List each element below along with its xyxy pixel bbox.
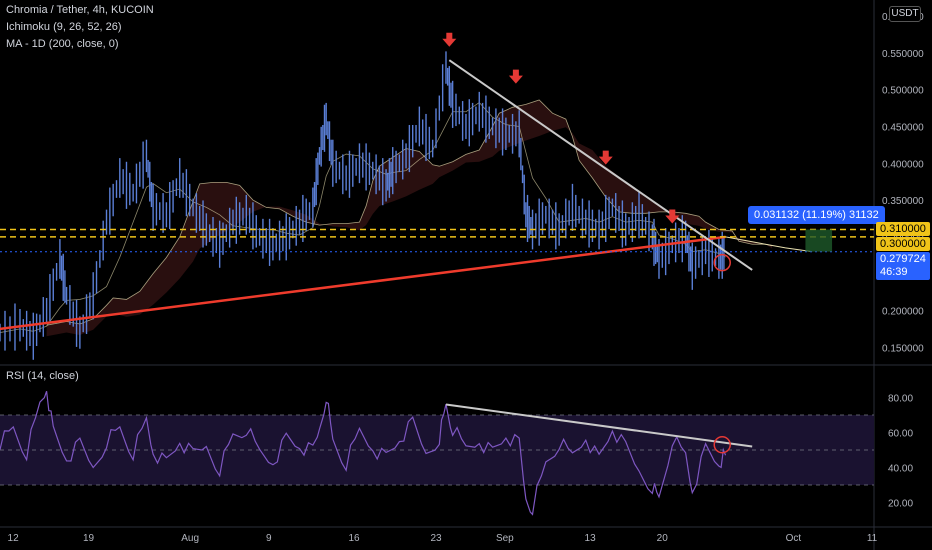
down-arrow-icon — [598, 150, 613, 165]
price-axis-label: 0.550000 — [882, 49, 924, 60]
down-arrow-icon — [665, 209, 680, 224]
down-arrow-icon — [442, 32, 457, 47]
time-axis-label: 23 — [430, 533, 442, 544]
last-price-tag: 0.279724 46:39 — [876, 252, 930, 280]
time-axis-label: 19 — [83, 533, 95, 544]
last-price-value: 0.279724 — [880, 253, 926, 265]
rsi-axis-label: 40.00 — [888, 464, 913, 475]
time-axis-label: Aug — [181, 533, 199, 544]
currency-button[interactable]: USDT — [889, 6, 921, 22]
price-axis-label: 0.200000 — [882, 306, 924, 317]
time-axis-label: 16 — [348, 533, 360, 544]
price-axis-label: 0.500000 — [882, 86, 924, 97]
price-highlight-circle — [713, 253, 731, 272]
rsi-legend[interactable]: RSI (14, close) — [6, 370, 79, 382]
rsi-axis-label: 60.00 — [888, 429, 913, 440]
time-axis-label: 20 — [657, 533, 669, 544]
rsi-highlight-circle — [713, 436, 731, 454]
ichimoku-projection — [725, 236, 813, 253]
ichimoku-legend[interactable]: Ichimoku (9, 26, 52, 26) — [6, 21, 122, 33]
time-axis-label: Sep — [496, 533, 514, 544]
symbol-title[interactable]: Chromia / Tether, 4h, KUCOIN — [6, 4, 154, 16]
measure-box — [805, 229, 833, 252]
level-tag-upper: 0.310000 — [876, 222, 930, 236]
measure-label: 0.031132 (11.19%) 31132 — [748, 206, 885, 224]
ichimoku-span-a — [46, 99, 773, 326]
down-arrow-icon — [508, 69, 523, 84]
time-axis-label: 13 — [585, 533, 597, 544]
rsi-line — [0, 391, 727, 516]
rsi-trendline — [445, 403, 753, 448]
time-axis-label: 9 — [266, 533, 272, 544]
rsi-axis-label: 80.00 — [888, 394, 913, 405]
price-axis-label: 0.350000 — [882, 196, 924, 207]
last-price-countdown: 46:39 — [880, 266, 908, 278]
price-trendline — [448, 59, 753, 271]
time-axis-label: 12 — [8, 533, 20, 544]
rsi-axis-label: 20.00 — [888, 499, 913, 510]
level-tag-lower: 0.300000 — [876, 237, 930, 251]
ma-200-line — [0, 235, 726, 331]
price-axis-label: 0.150000 — [882, 343, 924, 354]
price-axis-label: 0.400000 — [882, 159, 924, 170]
time-axis-label: Oct — [786, 533, 802, 544]
ma-legend[interactable]: MA - 1D (200, close, 0) — [6, 38, 119, 50]
price-axis-label: 0.450000 — [882, 122, 924, 133]
time-axis-label: 11 — [867, 533, 878, 544]
